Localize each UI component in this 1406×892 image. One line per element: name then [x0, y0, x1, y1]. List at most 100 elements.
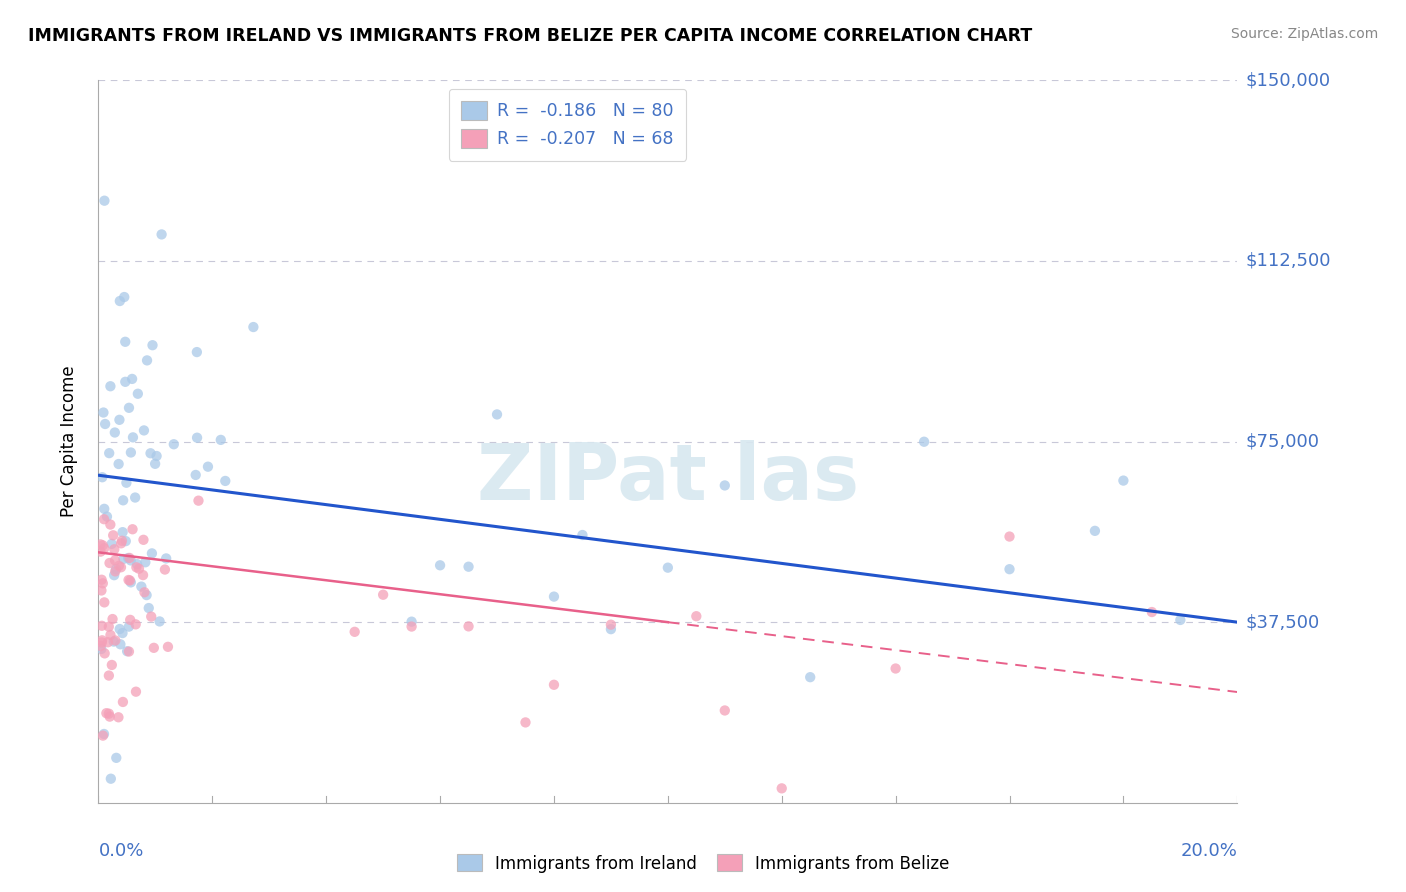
- Point: [118, 551, 141, 566]
- Point: [118, 401, 141, 415]
- Point: [457, 619, 479, 633]
- Point: [214, 474, 236, 488]
- Point: [91, 633, 114, 648]
- Point: [101, 528, 124, 542]
- Point: [100, 379, 122, 393]
- Point: [486, 408, 509, 422]
- Text: $150,000: $150,000: [1246, 71, 1330, 89]
- Point: [120, 445, 142, 459]
- Point: [115, 475, 138, 490]
- Point: [429, 558, 451, 573]
- Point: [104, 553, 127, 567]
- Point: [98, 709, 121, 723]
- Point: [91, 729, 114, 743]
- Point: [98, 446, 121, 460]
- Point: [131, 580, 153, 594]
- Point: [104, 565, 127, 579]
- Point: [104, 562, 127, 576]
- Point: [90, 642, 112, 657]
- Point: [107, 710, 129, 724]
- Point: [104, 633, 127, 648]
- Point: [122, 430, 145, 444]
- Point: [142, 640, 165, 655]
- Point: [96, 706, 118, 721]
- Point: [93, 727, 115, 741]
- Point: [96, 509, 118, 524]
- Point: [90, 619, 112, 633]
- Point: [108, 558, 131, 573]
- Point: [93, 541, 115, 556]
- Point: [97, 620, 120, 634]
- Point: [770, 781, 793, 796]
- Point: [111, 626, 134, 640]
- Point: [114, 375, 136, 389]
- Point: [107, 457, 129, 471]
- Point: [110, 536, 132, 550]
- Point: [600, 622, 623, 636]
- Point: [141, 338, 163, 352]
- Point: [121, 522, 143, 536]
- Point: [149, 615, 172, 629]
- Text: $37,500: $37,500: [1246, 613, 1320, 632]
- Point: [1140, 605, 1163, 619]
- Point: [117, 573, 139, 587]
- Point: [98, 517, 121, 532]
- Point: [97, 635, 120, 649]
- Point: [134, 555, 156, 569]
- Point: [912, 434, 935, 449]
- Point: [132, 568, 155, 582]
- Point: [101, 657, 124, 672]
- Point: [115, 644, 138, 658]
- Point: [101, 612, 124, 626]
- Point: [90, 544, 112, 558]
- Point: [371, 588, 394, 602]
- Point: [132, 424, 155, 438]
- Point: [125, 560, 148, 574]
- Point: [108, 413, 131, 427]
- Point: [110, 560, 132, 574]
- Point: [685, 609, 707, 624]
- Point: [571, 528, 593, 542]
- Point: [112, 290, 135, 304]
- Point: [94, 417, 117, 431]
- Point: [186, 431, 208, 445]
- Point: [125, 684, 148, 698]
- Point: [998, 562, 1021, 576]
- Point: [141, 546, 163, 560]
- Point: [118, 619, 141, 633]
- Point: [127, 386, 149, 401]
- Point: [163, 437, 186, 451]
- Point: [714, 703, 737, 717]
- Point: [103, 542, 125, 557]
- Point: [139, 446, 162, 460]
- Point: [93, 512, 115, 526]
- Text: 20.0%: 20.0%: [1181, 842, 1237, 860]
- Point: [121, 372, 143, 386]
- Point: [120, 575, 142, 590]
- Text: 0.0%: 0.0%: [98, 842, 143, 860]
- Point: [93, 194, 115, 208]
- Point: [93, 405, 115, 419]
- Point: [105, 751, 128, 765]
- Point: [93, 501, 115, 516]
- Point: [91, 470, 114, 484]
- Point: [90, 635, 112, 649]
- Point: [153, 563, 176, 577]
- Point: [114, 534, 136, 549]
- Point: [100, 537, 122, 551]
- Point: [145, 449, 167, 463]
- Text: $75,000: $75,000: [1246, 433, 1320, 450]
- Y-axis label: Per Capita Income: Per Capita Income: [59, 366, 77, 517]
- Point: [112, 552, 135, 566]
- Point: [884, 661, 907, 675]
- Point: [114, 334, 136, 349]
- Point: [125, 557, 148, 571]
- Point: [209, 433, 232, 447]
- Point: [93, 595, 115, 609]
- Point: [799, 670, 821, 684]
- Point: [91, 538, 114, 552]
- Point: [343, 624, 366, 639]
- Point: [143, 457, 166, 471]
- Point: [112, 493, 135, 508]
- Point: [97, 706, 120, 721]
